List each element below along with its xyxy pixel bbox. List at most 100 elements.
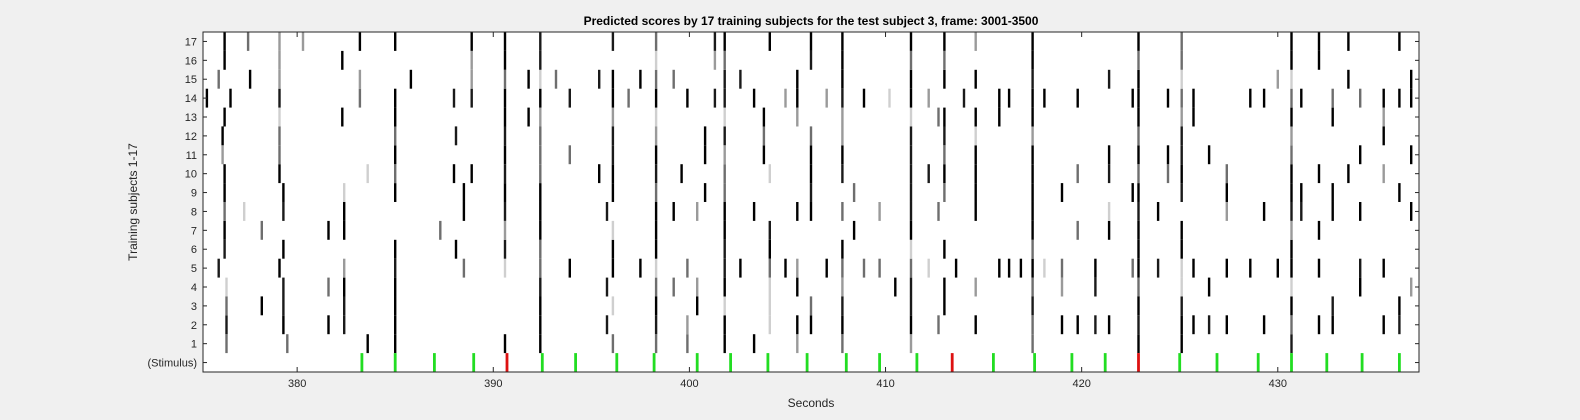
score-mark	[1180, 220, 1183, 240]
score-mark	[943, 145, 946, 165]
score-mark	[943, 183, 946, 202]
score-mark	[841, 258, 844, 278]
score-mark	[366, 334, 369, 354]
score-mark	[686, 88, 689, 108]
score-mark	[611, 107, 615, 127]
score-mark	[723, 145, 726, 165]
score-mark	[723, 239, 726, 259]
score-mark	[878, 202, 881, 221]
y-tick-label: 1	[191, 339, 197, 351]
score-mark	[1262, 315, 1266, 335]
score-mark	[703, 145, 707, 165]
score-mark	[1192, 88, 1195, 108]
score-mark	[1180, 69, 1183, 89]
score-mark	[358, 69, 362, 89]
score-mark	[539, 258, 542, 278]
score-mark	[282, 296, 285, 316]
score-mark	[1031, 50, 1034, 70]
score-mark	[909, 32, 913, 51]
score-mark	[503, 69, 507, 89]
score-mark	[1410, 202, 1413, 221]
score-mark	[998, 88, 1001, 108]
score-mark	[394, 88, 397, 108]
score-mark	[1031, 126, 1034, 146]
score-mark	[723, 107, 726, 127]
stimulus-mark	[766, 353, 770, 372]
score-mark	[1060, 315, 1064, 335]
score-mark	[909, 258, 913, 278]
score-mark	[654, 315, 658, 335]
score-mark	[1076, 315, 1079, 335]
x-axis-label: Seconds	[788, 396, 835, 410]
score-mark	[1180, 32, 1183, 51]
score-mark	[1137, 107, 1140, 127]
stimulus-mark	[1256, 353, 1260, 372]
score-mark	[1290, 315, 1293, 335]
score-mark	[1317, 220, 1321, 240]
score-mark	[223, 164, 226, 184]
score-mark	[796, 334, 799, 354]
y-tick-label: 2	[191, 320, 197, 332]
score-mark	[1031, 239, 1034, 259]
score-mark	[1225, 315, 1228, 335]
score-mark	[611, 164, 615, 184]
score-mark	[1180, 334, 1183, 354]
score-mark	[1331, 88, 1334, 108]
score-mark	[394, 107, 397, 127]
score-mark	[1076, 88, 1079, 108]
score-mark	[784, 88, 787, 108]
y-tick-label: 13	[185, 112, 197, 124]
score-mark	[1410, 69, 1413, 89]
score-mark	[752, 334, 756, 354]
score-mark	[278, 126, 281, 146]
score-mark	[539, 50, 542, 70]
score-mark	[1107, 164, 1111, 184]
score-mark	[1262, 202, 1266, 221]
score-mark	[301, 32, 305, 51]
score-mark	[1382, 107, 1385, 127]
score-mark	[286, 334, 289, 354]
score-mark	[394, 145, 397, 165]
score-mark	[1137, 334, 1140, 354]
y-tick-label: 3	[191, 301, 197, 313]
score-mark	[366, 164, 369, 184]
stimulus-mark	[1290, 353, 1293, 372]
score-mark	[282, 183, 285, 202]
score-mark	[503, 239, 507, 259]
score-mark	[225, 334, 228, 354]
score-mark	[937, 315, 940, 335]
stimulus-mark	[1178, 353, 1182, 372]
score-mark	[1290, 183, 1293, 202]
score-mark	[909, 296, 913, 316]
score-mark	[739, 258, 742, 278]
score-mark	[1225, 183, 1228, 202]
score-mark	[1007, 258, 1011, 278]
score-mark	[1382, 126, 1385, 146]
score-mark	[462, 183, 466, 202]
score-mark	[1192, 315, 1195, 335]
score-mark	[680, 164, 683, 184]
score-mark	[605, 315, 609, 335]
score-mark	[341, 107, 344, 127]
score-mark	[654, 239, 658, 259]
score-mark	[1382, 258, 1385, 278]
score-mark	[452, 164, 456, 184]
score-mark	[503, 32, 507, 51]
score-mark	[862, 258, 866, 278]
score-mark	[1031, 315, 1034, 335]
stimulus-mark	[615, 353, 619, 372]
score-mark	[768, 315, 771, 335]
score-mark	[909, 69, 913, 89]
score-mark	[762, 145, 766, 165]
score-mark	[809, 296, 813, 316]
score-mark	[343, 202, 346, 221]
score-mark	[998, 258, 1001, 278]
score-mark	[672, 202, 675, 221]
stimulus-mark	[915, 353, 919, 372]
score-mark	[462, 202, 466, 221]
score-mark	[627, 88, 630, 108]
score-mark	[654, 164, 658, 184]
score-mark	[343, 258, 346, 278]
score-mark	[796, 88, 799, 108]
score-mark	[527, 69, 530, 89]
